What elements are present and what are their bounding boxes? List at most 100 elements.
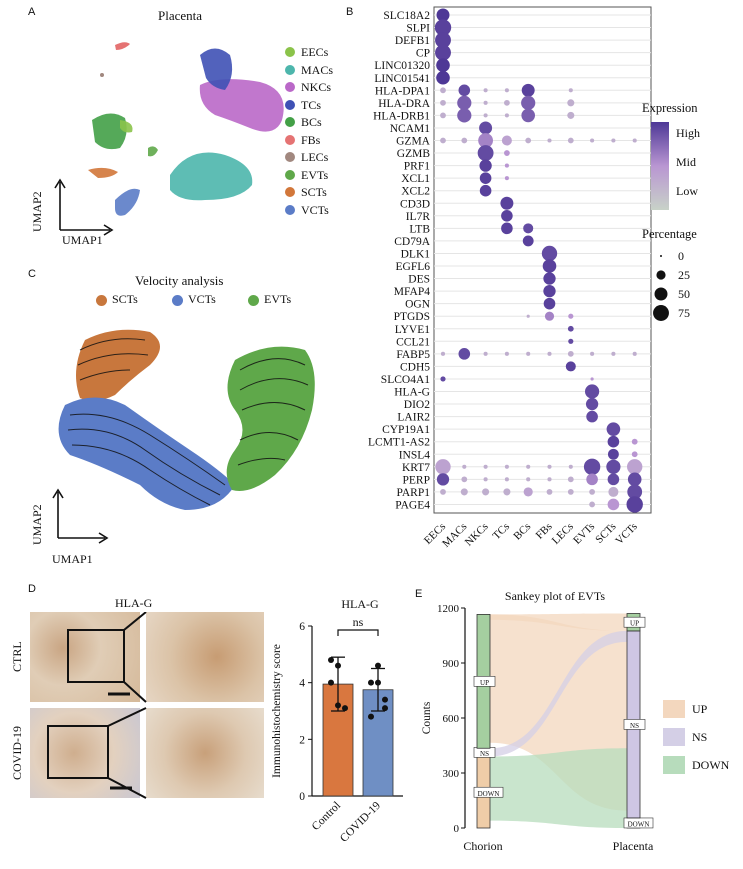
- dotplot-dot: [504, 351, 509, 356]
- gene-label: LCMT1-AS2: [368, 437, 430, 449]
- panel-d-barchart: HLA-G Immunohistochemistry score 0 2 4 6 Contr…: [271, 597, 403, 845]
- cluster-tcs: [200, 48, 233, 90]
- gene-label: INSL4: [399, 449, 431, 461]
- gene-label: CP: [416, 48, 430, 60]
- sankey-node-label: DOWN: [478, 790, 500, 798]
- dotplot-dot: [607, 473, 620, 486]
- dotplot-dot: [479, 172, 492, 184]
- percentage-legend-label: 75: [678, 306, 690, 320]
- gene-label: LTB: [409, 223, 430, 235]
- legend-a-item: EECs: [285, 44, 328, 60]
- legend-a-item: FBs: [285, 132, 320, 148]
- dotplot-dot: [483, 464, 488, 469]
- gene-label: OGN: [405, 299, 431, 311]
- dotplot-dot: [483, 88, 488, 93]
- dotplot-dot: [626, 496, 643, 513]
- legend-a-item: LECs: [285, 149, 328, 165]
- velocity-vcts: [58, 397, 235, 510]
- dotplot-dot: [543, 284, 556, 298]
- dotplot-dot: [458, 348, 471, 360]
- ihc-ctrl-overview: [30, 612, 140, 702]
- dotplot-dot: [504, 150, 510, 156]
- bar-datapoint: [328, 679, 334, 686]
- dotplot-dot: [547, 351, 552, 356]
- legend-c-label: VCTs: [188, 292, 216, 306]
- dotplot-dot: [567, 99, 575, 107]
- gene-label: DIO2: [404, 399, 430, 411]
- dotplot-dot: [565, 361, 576, 372]
- dotplot-dot: [547, 464, 552, 469]
- sankey-legend-label: NS: [692, 730, 707, 744]
- dotplot-dot: [435, 32, 451, 49]
- celltype-label: NKCs: [463, 521, 491, 549]
- legend-a-swatch: [285, 187, 295, 198]
- dotplot-dot: [631, 438, 638, 445]
- velocity-axes: [52, 488, 109, 544]
- sankey-legend-swatch: [663, 700, 685, 718]
- bar-ylabel: Immunohistochemistry score: [271, 644, 283, 778]
- velocity-streamlines: [67, 338, 309, 506]
- cluster-macs: [170, 152, 253, 201]
- legend-c-item: VCTs: [172, 292, 216, 307]
- dotplot-dot: [523, 223, 534, 234]
- gene-label: LINC01320: [374, 60, 430, 72]
- dotplot-dot: [436, 8, 450, 22]
- dotplot-dot: [607, 498, 620, 511]
- dotplot-dot: [501, 222, 513, 235]
- gene-label: SLPI: [406, 23, 430, 35]
- percentage-legend-dot: [654, 287, 668, 301]
- dotplot-dot: [607, 448, 619, 460]
- legend-a-swatch: [285, 47, 295, 58]
- dotplot-dot: [590, 138, 595, 143]
- bar-datapoint: [368, 713, 374, 720]
- bar-datapoint: [342, 705, 348, 712]
- legend-a-swatch: [285, 169, 295, 180]
- dotplot-dot: [440, 87, 446, 94]
- celltype-label: LECs: [550, 521, 576, 547]
- umap-clusters: [88, 42, 284, 216]
- dotplot-dot: [440, 489, 446, 495]
- sankey-ytick-label: 0: [454, 823, 460, 835]
- sankey-ytick-label: 600: [443, 713, 460, 725]
- legend-a-item: TCs: [285, 97, 321, 113]
- dotplot-dot: [501, 135, 512, 146]
- dotplot-dot: [526, 351, 531, 356]
- legend-a-item: SCTs: [285, 184, 327, 200]
- dotplot-dot: [567, 325, 574, 332]
- velocity-scts: [76, 329, 160, 401]
- expression-level-label: Mid: [676, 155, 696, 169]
- legend-c-swatch: [172, 294, 183, 306]
- percentage-legend-dot: [656, 270, 666, 280]
- cluster-eecs: [120, 120, 133, 133]
- gene-label: DLK1: [401, 248, 431, 260]
- row-label-ctrl: CTRL: [10, 641, 24, 672]
- dotplot-dot: [440, 351, 446, 356]
- dotplot-dot: [632, 351, 637, 356]
- bar-datapoint: [368, 679, 374, 686]
- celltype-label: TCs: [491, 521, 512, 542]
- panel-c-yaxis: UMAP2: [30, 504, 44, 545]
- dotplot-dot: [608, 486, 619, 497]
- dotplot-dot: [483, 100, 488, 105]
- dotplot-dot: [526, 314, 530, 318]
- bar-datapoint: [328, 657, 334, 663]
- dotplot-dot: [504, 99, 510, 106]
- expression-colorbar: [651, 122, 669, 210]
- dotplot-dot: [504, 113, 509, 118]
- cluster-evts: [148, 146, 158, 157]
- dotplot-dot: [479, 184, 492, 197]
- dotplot-dot: [586, 473, 598, 486]
- sankey-node-tag: [623, 719, 646, 730]
- sankey-flow: [490, 748, 627, 828]
- bar-category-label: Control: [310, 800, 343, 833]
- dotplot-dot: [504, 477, 509, 482]
- dotplot-dot: [477, 145, 494, 161]
- legend-a-swatch: [285, 99, 295, 110]
- legend-a-item: NKCs: [285, 79, 331, 95]
- dotplot-dot: [503, 488, 511, 496]
- expression-level-label: Low: [676, 184, 698, 198]
- sankey-node-tag: [623, 616, 646, 628]
- dotplot-dot: [504, 176, 509, 181]
- significance-bracket: [337, 629, 379, 636]
- panel-c-letter: C: [28, 268, 36, 280]
